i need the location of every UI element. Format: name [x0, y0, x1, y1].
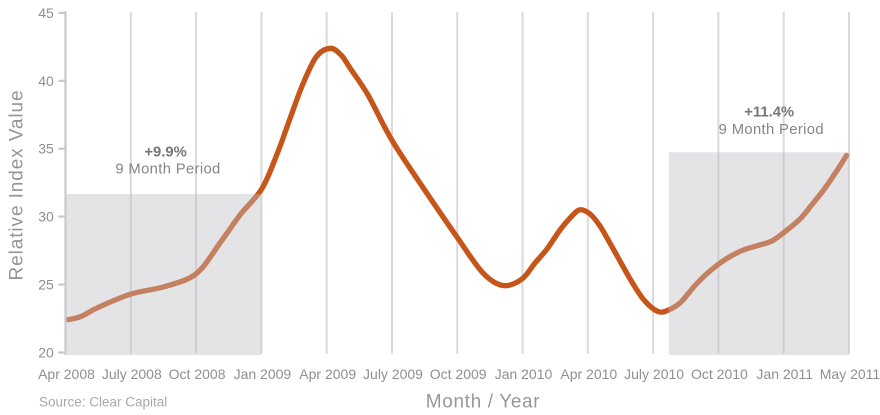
svg-text:Relative Index Value: Relative Index Value [7, 90, 28, 281]
svg-text:July 2009: July 2009 [363, 366, 423, 382]
svg-text:+11.4%: +11.4% [744, 105, 794, 121]
svg-text:May 2011: May 2011 [820, 366, 880, 382]
svg-text:30: 30 [38, 209, 54, 225]
svg-text:July 2008: July 2008 [102, 366, 162, 382]
svg-text:9 Month Period: 9 Month Period [719, 122, 824, 138]
svg-text:Apr 2010: Apr 2010 [560, 366, 617, 382]
svg-text:9 Month Period: 9 Month Period [115, 162, 220, 178]
svg-text:Oct 2010: Oct 2010 [691, 366, 748, 382]
svg-text:Source: Clear Capital: Source: Clear Capital [39, 395, 167, 410]
svg-text:Jan 2010: Jan 2010 [495, 366, 553, 382]
svg-text:Oct 2009: Oct 2009 [430, 366, 487, 382]
svg-text:Jan 2011: Jan 2011 [756, 366, 813, 382]
svg-text:Month / Year: Month / Year [426, 391, 541, 412]
svg-text:35: 35 [38, 141, 54, 157]
svg-text:July 2010: July 2010 [624, 366, 684, 382]
svg-text:Apr 2008: Apr 2008 [38, 366, 95, 382]
svg-text:40: 40 [38, 73, 54, 89]
svg-text:25: 25 [38, 277, 54, 293]
svg-text:Oct 2008: Oct 2008 [169, 366, 226, 382]
svg-text:Jan 2009: Jan 2009 [234, 366, 292, 382]
svg-text:Apr 2009: Apr 2009 [299, 366, 356, 382]
svg-text:45: 45 [38, 5, 54, 21]
svg-text:+9.9%: +9.9% [144, 145, 186, 161]
svg-text:20: 20 [38, 345, 54, 361]
